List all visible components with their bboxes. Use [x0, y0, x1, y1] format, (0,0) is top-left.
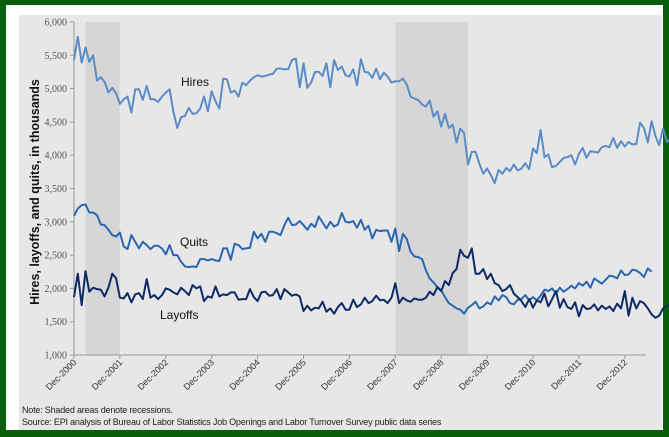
y-tick-label: 4,000	[45, 151, 68, 162]
y-tick-label: 1,500	[45, 317, 68, 328]
y-tick-label: 4,500	[45, 117, 68, 128]
x-tick-label: Dec-2006	[319, 357, 354, 392]
x-tick-label: Dec-2010	[503, 357, 538, 392]
x-tick-label: Dec-2011	[549, 357, 583, 391]
x-tick-label: Dec-2002	[136, 357, 171, 392]
x-tick-label: Dec-2003	[181, 357, 216, 392]
y-tick-label: 2,500	[45, 251, 68, 262]
x-tick-label: Dec-2012	[595, 357, 630, 392]
series-label-quits: Quits	[180, 235, 208, 249]
x-tick-label: Dec-2001	[90, 357, 125, 392]
x-tick-label: Dec-2009	[457, 357, 492, 392]
x-tick-label: Dec-2004	[227, 357, 262, 392]
y-axis-title: Hires, layoffs, and quits, in thousands	[28, 79, 42, 305]
recession-shading-group	[85, 22, 468, 355]
y-tick-label: 2,000	[45, 284, 68, 295]
labels-group: Hires, layoffs, and quits, in thousands …	[28, 75, 209, 322]
y-tick-label: 3,000	[45, 217, 68, 228]
y-tick-label: 6,000	[45, 18, 68, 29]
series-line-layoffs	[73, 247, 669, 319]
series-label-layoffs: Layoffs	[160, 308, 198, 322]
x-tick-label: Dec-2007	[365, 357, 400, 392]
y-tick-label: 1,000	[45, 351, 68, 362]
x-tick-label: Dec-2008	[411, 357, 446, 392]
y-tick-label: 5,000	[45, 84, 68, 95]
y-tick-label: 5,500	[45, 51, 68, 62]
x-tick-label: Dec-2000	[44, 357, 79, 392]
recession-band-2	[395, 22, 468, 355]
chart-frame	[6, 5, 663, 430]
series-line-hires	[73, 35, 669, 185]
recession-note: Note: Shaded areas denote recessions.	[22, 405, 173, 415]
plot-panel	[19, 15, 662, 430]
source-note: Source: EPI analysis of Bureau of Labor …	[22, 417, 442, 427]
recession-band-1	[85, 22, 120, 355]
series-group	[73, 35, 669, 319]
series-label-hires: Hires	[181, 75, 209, 89]
x-tick-label: Dec-2005	[273, 357, 308, 392]
y-tick-label: 3,500	[45, 184, 68, 195]
